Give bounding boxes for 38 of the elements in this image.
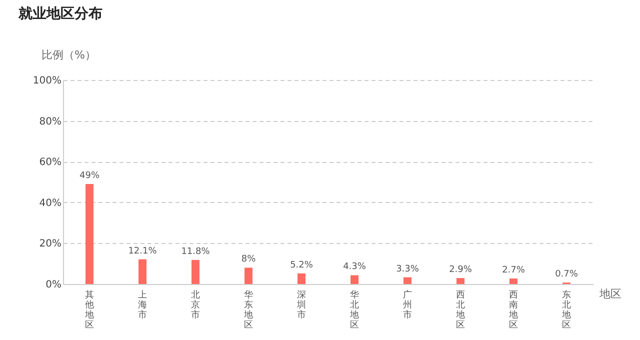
- data-label: 12.1%: [128, 246, 158, 256]
- x-tick-label: 深圳市: [296, 290, 306, 320]
- bar: [456, 278, 464, 284]
- x-tick-label: 西南地区: [508, 290, 518, 330]
- y-axis-title: 比例（%）: [42, 48, 96, 62]
- bar: [244, 268, 252, 284]
- data-label: 49%: [79, 171, 100, 182]
- bar: [86, 184, 94, 284]
- chart-title: 就业地区分布: [17, 6, 102, 22]
- bar: [510, 278, 518, 284]
- x-tick-label: 华北地区: [349, 290, 359, 330]
- data-label: 0.7%: [555, 270, 578, 280]
- y-tick-label: 20%: [39, 238, 62, 250]
- data-label: 3.3%: [396, 264, 420, 274]
- data-label: 2.7%: [502, 265, 526, 276]
- x-tick-label: 北京市: [191, 290, 200, 320]
- data-label: 8%: [241, 254, 256, 265]
- y-tick-label: 0%: [46, 280, 62, 290]
- x-tick-label: 广州市: [403, 290, 412, 320]
- y-tick-label: 40%: [39, 198, 62, 209]
- bar: [192, 260, 200, 284]
- x-axis-title: 地区: [598, 288, 622, 300]
- data-label: 4.3%: [343, 262, 366, 272]
- bar: [350, 275, 358, 284]
- x-tick-label: 西北地区: [455, 290, 465, 330]
- y-tick-label: 100%: [32, 76, 62, 86]
- data-label: 2.9%: [449, 265, 472, 276]
- bar: [138, 259, 146, 284]
- bar: [298, 273, 306, 284]
- x-tick-label: 上海市: [138, 290, 147, 320]
- x-tick-label: 华东地区: [243, 290, 253, 330]
- y-tick-label: 80%: [39, 116, 62, 128]
- bar: [404, 277, 412, 284]
- x-tick-label: 其他地区: [84, 290, 94, 330]
- data-label: 5.2%: [290, 260, 314, 270]
- y-tick-label: 60%: [39, 157, 62, 168]
- data-label: 11.8%: [181, 246, 210, 257]
- x-tick-label: 东北地区: [561, 290, 571, 330]
